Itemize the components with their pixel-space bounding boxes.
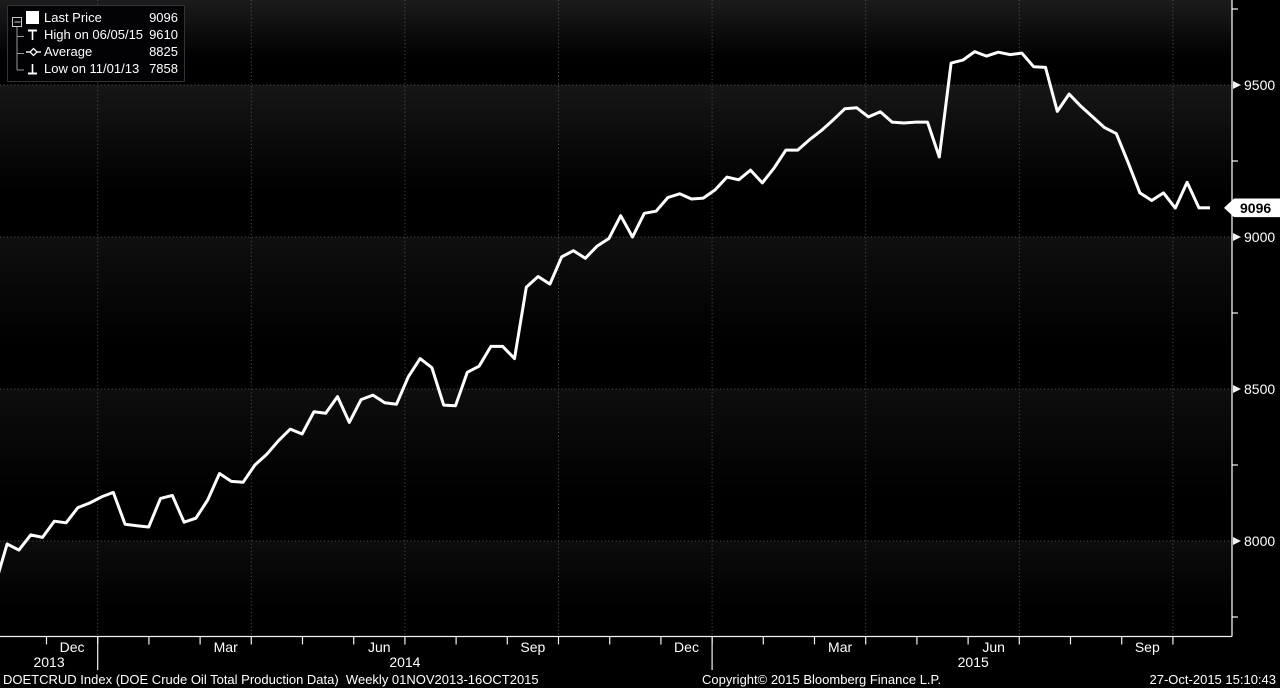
y-axis-tick-label: 9500 xyxy=(1244,77,1276,93)
gridlines xyxy=(0,0,1232,637)
x-axis-month-label: Dec xyxy=(674,639,699,655)
low-marker-icon xyxy=(28,63,37,74)
legend-value: 9610 xyxy=(149,27,178,42)
background-band xyxy=(0,0,1232,85)
timestamp: 27-Oct-2015 15:10:43 xyxy=(1149,672,1276,687)
legend-box[interactable]: Last Price 9096 High on 06/05/15 9610 xyxy=(7,5,185,82)
status-bar: DOETCRUD Index (DOE Crude Oil Total Prod… xyxy=(0,670,1280,688)
y-major-tick-arrow xyxy=(1233,233,1241,241)
legend-label: Low on 11/01/13 xyxy=(44,61,140,76)
background-band xyxy=(0,389,1232,541)
average-marker-icon xyxy=(26,47,41,56)
copyright-text: Copyright© 2015 Bloomberg Finance L.P. xyxy=(702,672,942,687)
x-axis-month-label: Dec xyxy=(59,639,85,655)
x-axis-month-label: Jun xyxy=(368,639,391,655)
legend-value: 9096 xyxy=(149,10,178,25)
axes xyxy=(0,0,1233,638)
y-axis-tick-label: 9000 xyxy=(1244,229,1276,245)
x-axis-month-label: Mar xyxy=(213,639,238,655)
x-axis-year-label: 2014 xyxy=(389,654,421,670)
background-band xyxy=(0,541,1232,637)
x-axis-ticks xyxy=(45,636,1174,670)
x-axis-month-label: Mar xyxy=(828,639,853,655)
high-marker-icon xyxy=(28,29,37,40)
x-axis-month-label: Jun xyxy=(982,639,1005,655)
legend-row-average[interactable]: Average 8825 xyxy=(12,43,178,60)
tree-expand-icon[interactable] xyxy=(12,17,22,27)
y-major-tick-arrow xyxy=(1233,537,1241,545)
legend-row-high[interactable]: High on 06/05/15 9610 xyxy=(12,26,178,43)
legend-value: 8825 xyxy=(149,44,178,59)
x-axis-month-label: Sep xyxy=(1134,639,1160,655)
background-band xyxy=(0,237,1232,389)
legend-label: Last Price xyxy=(44,10,102,25)
security-description: DOETCRUD Index (DOE Crude Oil Total Prod… xyxy=(3,672,539,687)
legend-row-low[interactable]: Low on 11/01/13 7858 xyxy=(12,60,178,77)
x-axis-year-label: 2013 xyxy=(33,654,65,670)
y-major-tick-arrow xyxy=(1233,81,1241,89)
y-axis-tick-label: 8000 xyxy=(1244,533,1276,549)
legend-value: 7858 xyxy=(149,61,178,76)
legend-label: Average xyxy=(44,44,93,59)
last-price-tag-text: 9096 xyxy=(1240,200,1271,216)
y-axis-tick-label: 8500 xyxy=(1244,381,1276,397)
x-axis-year-label: 2015 xyxy=(957,654,989,670)
legend-label: High on 06/05/15 xyxy=(44,27,144,42)
last-price-tag xyxy=(1224,198,1280,218)
legend-tree-lines xyxy=(12,17,24,71)
x-axis-month-label: Sep xyxy=(520,639,546,655)
y-major-tick-arrow xyxy=(1233,385,1241,393)
price-line xyxy=(0,50,1201,574)
series-swatch-icon xyxy=(26,11,39,24)
legend-row-last-price[interactable]: Last Price 9096 xyxy=(12,9,178,26)
background-band xyxy=(0,85,1232,237)
